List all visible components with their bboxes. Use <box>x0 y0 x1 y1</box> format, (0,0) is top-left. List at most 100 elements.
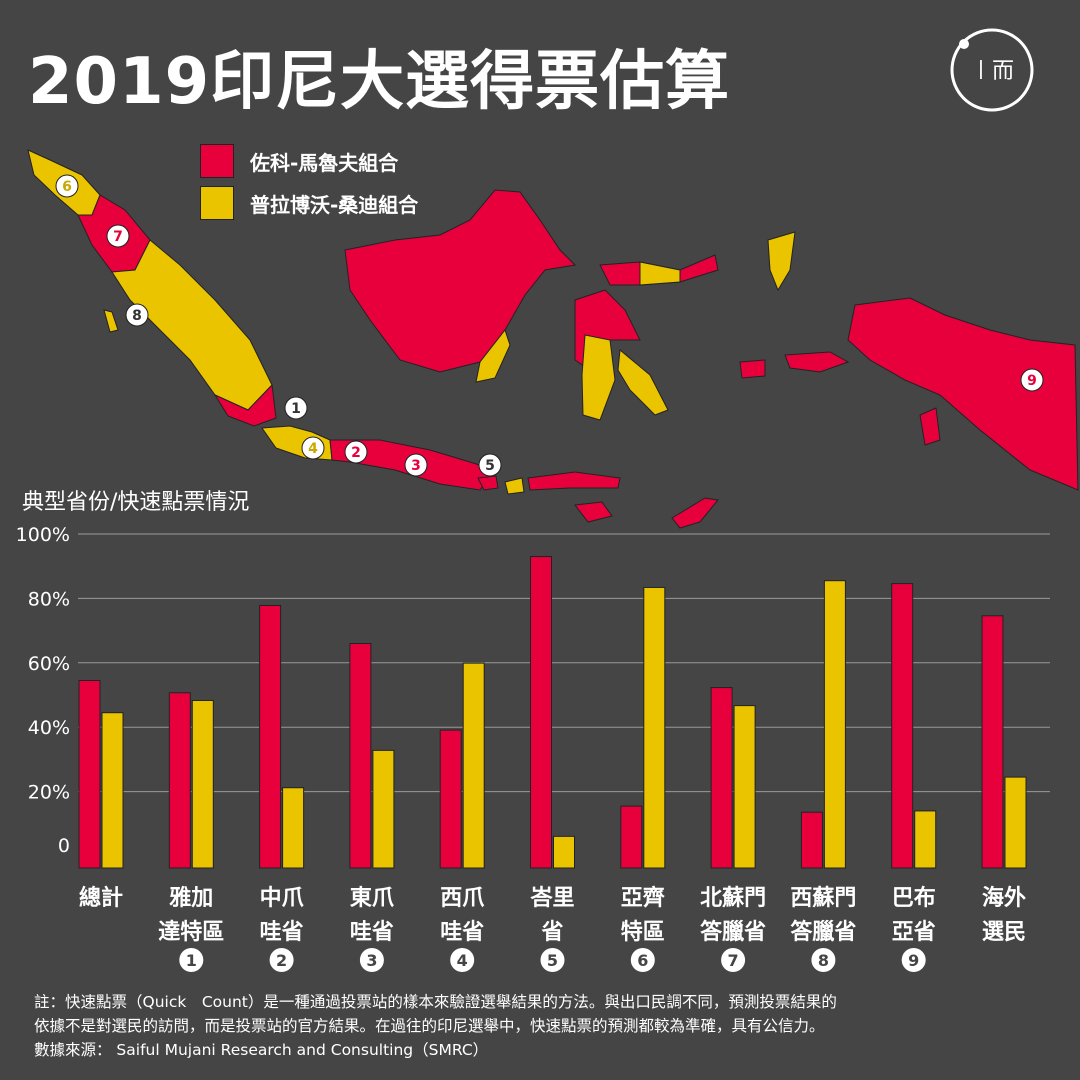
bar-prabowo-9 <box>914 810 937 869</box>
map-marker-label: 3 <box>411 458 421 474</box>
y-tick-label: 40% <box>28 717 70 739</box>
category-label: 答臘省 <box>790 919 856 945</box>
bar-jokowi-9 <box>891 583 914 869</box>
bar-prabowo-4 <box>462 662 485 869</box>
category-label: 西爪 <box>440 886 485 911</box>
category-marker-8: 8 <box>811 948 836 972</box>
category-label: 哇省 <box>350 920 394 945</box>
category-marker-1: 1 <box>179 948 204 972</box>
svg-text:2: 2 <box>276 951 287 970</box>
category-label: 哇省 <box>440 920 484 945</box>
map-timor <box>671 497 719 529</box>
bar-jokowi-6 <box>620 805 643 869</box>
svg-text:9: 9 <box>908 951 919 970</box>
map-aru <box>919 407 941 446</box>
category-label: 峇里 <box>529 886 574 911</box>
category-label: 東爪 <box>350 886 395 911</box>
legend-label-prabowo: 普拉博沃-桑迪組合 <box>250 192 419 217</box>
page-title: 2019印尼大選得票估算 <box>28 45 731 119</box>
category-marker-3: 3 <box>359 948 384 972</box>
footnote-line-2: 依據不是對選民的訪問，而是投票站的官方結果。在過往的印尼選舉中，快速點票的預測都… <box>34 1017 825 1035</box>
map-marker-7: 7 <box>106 224 130 248</box>
map-seram <box>784 351 850 373</box>
category-marker-7: 7 <box>721 948 746 972</box>
map-marker-label: 4 <box>308 441 318 457</box>
bar-jokowi-5 <box>530 556 552 869</box>
map-marker-6: 6 <box>55 174 79 198</box>
category-marker-9: 9 <box>901 948 926 972</box>
bar-jokowi-4 <box>439 729 462 869</box>
map-nusa-2 <box>527 471 621 491</box>
category-label: 答臘省 <box>700 919 766 945</box>
map-marker-label: 9 <box>1027 373 1037 389</box>
svg-text:1: 1 <box>186 951 197 970</box>
svg-text:6: 6 <box>637 951 648 970</box>
footnote: 註：快速點票（Quick Count）是一種通過投票站的樣本來驗證選舉結果的方法… <box>34 990 1044 1062</box>
bar-prabowo-2 <box>282 787 305 869</box>
y-tick-label: 0 <box>58 835 70 857</box>
indonesia-map: 1 2 3 4 5 6 7 8 9 <box>27 149 1079 529</box>
svg-text:4: 4 <box>457 951 468 970</box>
map-kalimantan <box>344 189 577 373</box>
category-label: 巴布 <box>892 885 936 911</box>
map-south-sulawesi <box>581 334 616 421</box>
y-tick-label: 20% <box>28 782 70 804</box>
category-label: 雅加 <box>169 885 213 911</box>
legend-label-jokowi: 佐科-馬魯夫組合 <box>250 150 399 175</box>
legend-swatch-yellow <box>200 186 234 220</box>
bar-prabowo-5 <box>553 835 575 869</box>
bar-jokowi-10 <box>981 615 1004 869</box>
map-bali <box>477 475 499 491</box>
category-label: 特區 <box>621 919 665 945</box>
map-marker-label: 1 <box>291 401 301 417</box>
bar-prabowo-0 <box>101 712 124 869</box>
category-label: 省 <box>540 920 563 945</box>
bar-prabowo-7 <box>733 705 756 869</box>
category-label: 哇省 <box>260 920 304 945</box>
legend-item-jokowi: 佐科-馬魯夫組合 <box>200 144 398 178</box>
category-label: 達特區 <box>158 919 224 945</box>
bar-prabowo-3 <box>372 749 395 869</box>
bar-jokowi-2 <box>259 604 282 869</box>
map-marker-label: 5 <box>485 458 495 474</box>
y-tick-label: 80% <box>28 588 70 610</box>
map-marker-label: 7 <box>113 229 123 245</box>
map-southeast-sulawesi <box>617 349 669 416</box>
logo-text: 〡而 <box>970 59 1014 84</box>
legend-swatch-red <box>200 144 234 178</box>
category-label: 西蘇門 <box>790 885 856 911</box>
map-marker-label: 2 <box>351 445 361 461</box>
map-papua <box>847 297 1079 491</box>
category-marker-5: 5 <box>540 948 565 972</box>
map-halmahera <box>767 231 796 292</box>
svg-text:7: 7 <box>728 951 739 970</box>
bar-jokowi-1 <box>168 692 191 869</box>
map-marker-5: 5 <box>478 453 502 477</box>
map-marker-label: 6 <box>62 179 72 195</box>
category-label: 中爪 <box>260 886 305 911</box>
category-marker-2: 2 <box>269 948 294 972</box>
bar-prabowo-1 <box>191 699 214 869</box>
map-marker-1: 1 <box>284 396 308 420</box>
bar-prabowo-8 <box>823 580 846 869</box>
category-label: 總計 <box>79 885 123 911</box>
footnote-line-3: 數據來源： Saiful Mujani Research and Consult… <box>34 1041 489 1059</box>
category-label: 選民 <box>982 920 1026 945</box>
category-marker-4: 4 <box>450 948 475 972</box>
map-south-kalimantan <box>475 328 511 383</box>
category-label: 北蘇門 <box>700 885 766 911</box>
map-marker-3: 3 <box>404 453 428 477</box>
bar-jokowi-0 <box>78 680 101 869</box>
svg-text:5: 5 <box>547 951 558 970</box>
map-nusa-1 <box>504 477 525 495</box>
category-label: 亞齊 <box>621 885 665 911</box>
bar-jokowi-8 <box>800 811 823 869</box>
map-marker-label: 8 <box>132 308 142 324</box>
map-marker-8: 8 <box>125 303 149 327</box>
map-marker-2: 2 <box>344 440 368 464</box>
map-sumba <box>574 501 613 523</box>
bar-prabowo-6 <box>643 586 666 869</box>
svg-text:3: 3 <box>366 951 377 970</box>
category-label: 亞省 <box>892 920 936 945</box>
